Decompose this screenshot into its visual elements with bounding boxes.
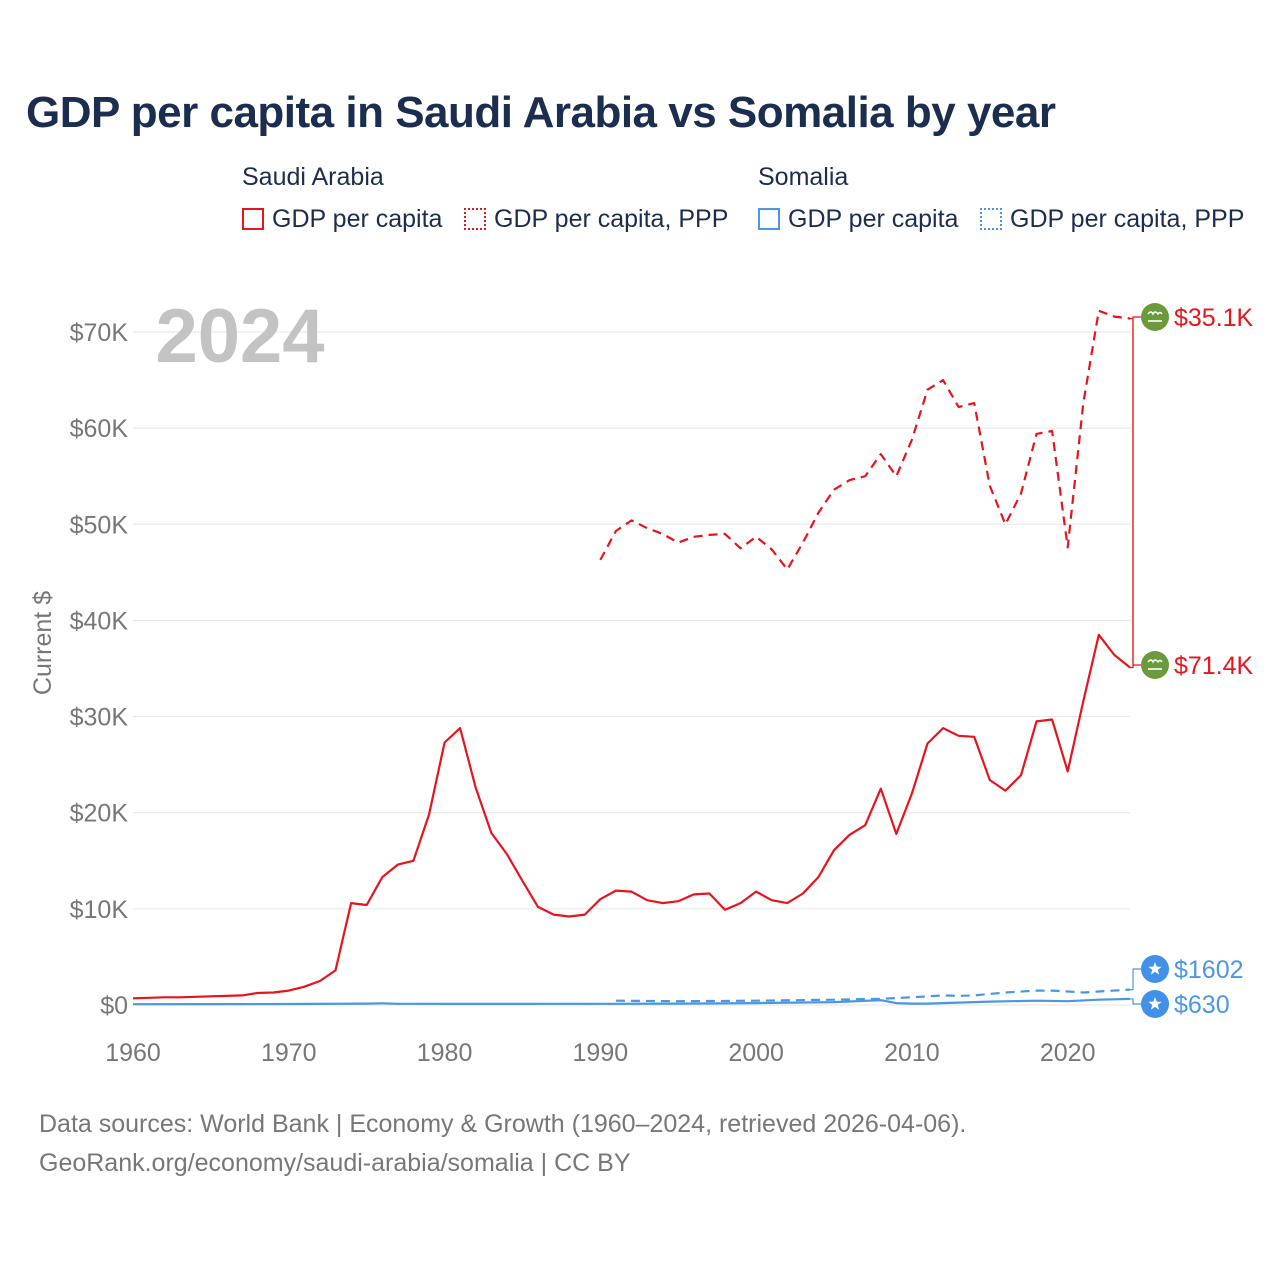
x-axis-ticks: 1960 1970 1980 1990 2000 2010 2020 [105,1039,1095,1067]
end-value-label: $71.4K [1174,652,1254,680]
legend-item-label: GDP per capita [272,204,443,233]
legend-item-saudi-gdp-ppp[interactable]: GDP per capita, PPP [464,204,728,234]
legend-swatch-solid-blue [758,208,780,230]
footer-attribution: GeoRank.org/economy/saudi-arabia/somalia… [39,1149,631,1177]
x-tick-label: 1990 [573,1039,629,1067]
y-axis-label: Current $ [29,591,57,695]
y-tick-label: $10K [70,896,129,924]
grid-lines [133,331,1130,1006]
legend-item-label: GDP per capita [788,204,959,233]
y-tick-label: $60K [70,415,129,443]
legend-group-title-saudi-arabia: Saudi Arabia [242,163,384,191]
legend-item-somalia-gdp[interactable]: GDP per capita [758,204,958,234]
series-line-1 [599,309,1131,571]
legend-item-saudi-gdp[interactable]: GDP per capita [242,204,442,234]
end-label-connector [1130,316,1143,669]
legend-item-label: GDP per capita, PPP [494,204,729,233]
end-label-connector [1130,968,1143,991]
x-tick-label: 1980 [417,1039,473,1067]
end-labels: $35.1K $71.4K $630 $1602 [1130,303,1254,1019]
saudi-flag-icon [1141,651,1169,679]
x-tick-label: 1970 [261,1039,317,1067]
series-line-3 [615,988,1131,1003]
series-lines [132,309,1131,1006]
end-label-connector [1130,998,1143,1005]
y-tick-label: $30K [70,704,129,732]
legend-group-title-somalia: Somalia [758,163,849,191]
legend-swatch-solid-red [242,208,264,230]
legend-item-somalia-gdp-ppp[interactable]: GDP per capita, PPP [980,204,1244,234]
series-line-0 [132,633,1131,1000]
y-axis-ticks: $0 $10K $20K $30K $40K $50K $60K $70K [70,319,129,1020]
footer-source: Data sources: World Bank | Economy & Gro… [39,1110,967,1138]
x-tick-label: 2010 [884,1039,940,1067]
series-line-2 [132,997,1131,1006]
end-value-label: $630 [1174,991,1230,1019]
somalia-flag-icon [1141,990,1169,1018]
y-tick-label: $50K [70,511,129,539]
footer: Data sources: World Bank | Economy & Gro… [39,1105,966,1183]
chart-title: GDP per capita in Saudi Arabia vs Somali… [26,88,1056,137]
end-value-label: $1602 [1174,956,1244,984]
legend-swatch-dotted-red [464,208,486,230]
saudi-flag-icon [1141,303,1169,331]
x-tick-label: 2000 [728,1039,784,1067]
x-tick-label: 2020 [1040,1039,1096,1067]
somalia-flag-icon [1141,955,1169,983]
legend-item-label: GDP per capita, PPP [1010,204,1245,233]
legend-swatch-dotted-blue [980,208,1002,230]
year-watermark: 2024 [155,294,324,379]
x-tick-label: 1960 [105,1039,161,1067]
y-tick-label: $40K [70,607,129,635]
end-label-connector [1130,317,1143,666]
y-tick-label: $70K [70,319,129,347]
end-value-label: $35.1K [1174,304,1254,332]
y-tick-label: $0 [100,992,128,1020]
y-tick-label: $20K [70,800,129,828]
